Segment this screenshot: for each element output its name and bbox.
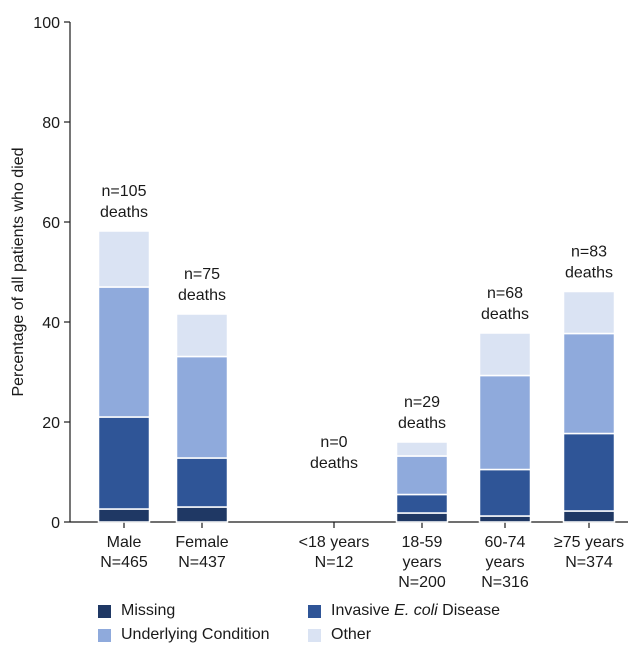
x-category-label: Male xyxy=(107,534,142,551)
legend-swatch-underlying xyxy=(98,628,111,642)
x-category-label: N=374 xyxy=(565,554,613,571)
bar-segment-underlying-condition xyxy=(478,374,532,471)
bar-annotation-count: n=105 xyxy=(102,183,147,200)
y-tick-label: 60 xyxy=(42,215,60,232)
bar-segment-invasive-e-coli-disease xyxy=(97,416,151,510)
bar-segment-other xyxy=(478,332,532,377)
bars xyxy=(97,230,616,523)
x-category-label: <18 years xyxy=(299,534,370,551)
legend-item-invasive: Invasive E. coli Disease xyxy=(308,602,500,620)
bar-segment-other xyxy=(562,290,616,335)
bar-annotation-count: n=68 xyxy=(487,285,523,302)
bar-segment-other xyxy=(395,441,449,457)
x-category-label: 60-74 xyxy=(485,534,526,551)
bar-annotation-count: n=29 xyxy=(404,394,440,411)
legend-label-invasive-suffix: Disease xyxy=(437,602,500,619)
y-tick-label: 0 xyxy=(51,515,60,532)
legend-swatch-missing xyxy=(98,604,111,618)
bar-segment-missing xyxy=(478,515,532,523)
legend-item-missing: Missing xyxy=(98,602,175,620)
labels: deaths n=105 Male N=465 deaths n=75 Female N=43… xyxy=(100,183,624,591)
legend-swatch-other xyxy=(308,628,321,642)
bar-segment-missing xyxy=(562,510,616,523)
bar-segment-missing xyxy=(395,512,449,523)
y-tick-label: 100 xyxy=(33,15,60,32)
x-category-label: ≥75 years xyxy=(554,534,624,551)
bar-annotation-count: n=75 xyxy=(184,266,220,283)
bar-segment-underlying-condition xyxy=(175,355,229,459)
x-category-label: N=316 xyxy=(481,574,529,591)
y-tick-label: 80 xyxy=(42,115,60,132)
bar-segment-invasive-e-coli-disease xyxy=(478,468,532,517)
y-tick-label: 40 xyxy=(42,315,60,332)
bar-segment-underlying-condition xyxy=(395,455,449,496)
bar-segment-missing xyxy=(97,508,151,523)
legend-item-underlying: Underlying Condition xyxy=(98,626,270,644)
x-category-label: N=200 xyxy=(398,574,446,591)
bar-segment-underlying-condition xyxy=(97,286,151,418)
bar-annotation-deaths: deaths xyxy=(481,306,529,323)
bar-segment-other xyxy=(175,313,229,358)
bar-segment-underlying-condition xyxy=(562,332,616,435)
axes: 0 20 40 60 80 100 xyxy=(33,15,628,532)
legend-label-invasive-prefix: Invasive xyxy=(331,602,395,619)
y-axis-label: Percentage of all patients who died xyxy=(10,147,27,396)
bar-segment-missing xyxy=(175,506,229,523)
legend-label-other: Other xyxy=(331,626,372,643)
bar-annotation-deaths: deaths xyxy=(398,415,446,432)
bar-annotation-count: n=83 xyxy=(571,244,607,261)
x-category-label: years xyxy=(402,554,441,571)
legend-label-missing: Missing xyxy=(121,602,176,619)
legend-label-invasive: Invasive E. coli Disease xyxy=(331,602,500,620)
x-category-label: 18-59 xyxy=(402,534,443,551)
x-category-label: Female xyxy=(175,534,228,551)
x-category-label: N=465 xyxy=(100,554,148,571)
bar-annotation-count: n=0 xyxy=(320,434,347,451)
x-category-label: N=437 xyxy=(178,554,226,571)
x-category-label: years xyxy=(485,554,524,571)
bar-annotation-deaths: deaths xyxy=(565,265,613,282)
legend-swatch-invasive xyxy=(308,604,321,618)
y-tick-label: 20 xyxy=(42,415,60,432)
legend-item-other: Other xyxy=(308,626,371,644)
bar-segment-invasive-e-coli-disease xyxy=(175,457,229,508)
bar-segment-invasive-e-coli-disease xyxy=(562,432,616,512)
legend-label-underlying: Underlying Condition xyxy=(121,626,270,643)
bar-annotation-deaths: deaths xyxy=(100,204,148,221)
bar-annotation-deaths: deaths xyxy=(310,455,358,472)
legend: Missing Invasive E. coli Disease Underly… xyxy=(98,600,618,646)
x-category-label: N=12 xyxy=(315,554,354,571)
bar-annotation-deaths: deaths xyxy=(178,287,226,304)
bar-segment-invasive-e-coli-disease xyxy=(395,493,449,514)
legend-label-invasive-italic: E. coli xyxy=(394,602,438,619)
bar-segment-other xyxy=(97,230,151,288)
